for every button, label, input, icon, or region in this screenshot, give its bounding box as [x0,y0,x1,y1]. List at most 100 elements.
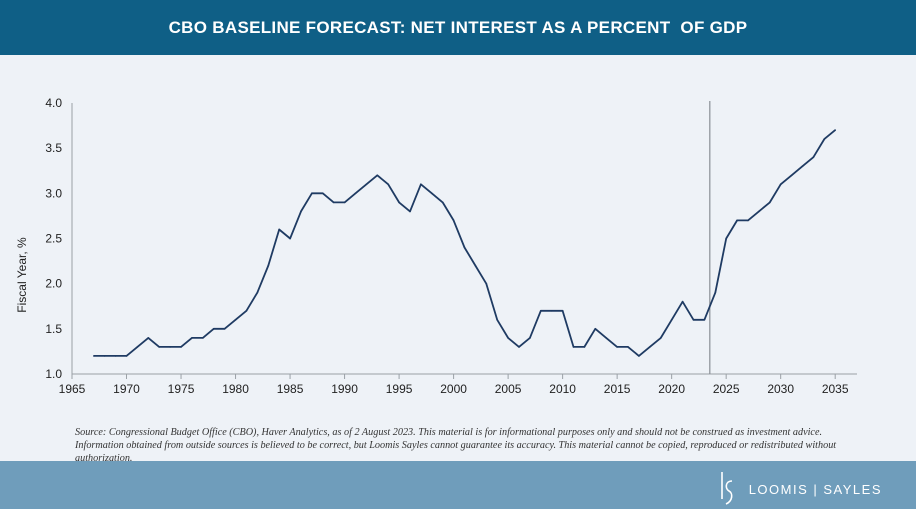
x-tick-label: 1985 [277,382,304,396]
data-point [801,165,804,168]
source-note: Source: Congressional Budget Office (CBO… [75,427,837,464]
data-point [529,337,531,339]
y-axis-label: Fiscal Year, % [15,237,29,313]
data-point [191,337,193,339]
data-point [452,219,455,222]
data-point [638,355,640,357]
data-point [430,192,433,195]
data-point [627,346,629,348]
x-tick-label: 2030 [767,382,794,396]
data-point [343,201,346,204]
data-point [332,201,335,204]
data-point [267,264,270,267]
data-points [93,129,836,357]
data-point [125,355,128,357]
data-point [540,309,542,312]
data-point [93,355,95,357]
page-title: CBO BASELINE FORECAST: NET INTEREST AS A… [168,17,748,37]
data-point [779,183,782,186]
data-point [311,192,313,195]
ls-logo-icon [720,472,733,505]
data-point [583,346,586,348]
x-axis: 1965 1970 1975 1980 1985 1990 1995 2000 2005 2010… [59,374,849,396]
data-point [398,201,400,204]
data-point [747,219,749,222]
data-point [321,192,324,195]
y-tick-label: 1.5 [45,322,62,336]
x-tick-label: 1965 [59,382,86,396]
data-point [212,328,215,330]
data-point [812,156,815,158]
x-tick-label: 2015 [604,382,631,396]
x-tick-label: 2005 [495,382,522,396]
data-point [387,183,389,186]
x-tick-label: 2000 [440,382,467,396]
data-point [278,228,280,231]
data-point [463,246,466,249]
y-tick-label: 4.0 [45,96,62,110]
data-point [703,319,706,321]
x-tick-label: 2020 [658,382,685,396]
data-point [223,328,226,330]
data-point [114,355,117,357]
data-point [354,192,357,195]
series-line-net-interest [93,129,836,357]
data-point [202,337,204,339]
data-point [256,291,259,294]
data-point [409,210,411,213]
data-point [681,300,684,303]
brand-logo: LOOMIS | SAYLES [717,471,882,507]
x-tick-label: 1970 [113,382,140,396]
data-point [496,319,499,321]
data-point [561,309,564,312]
data-point [736,219,738,222]
y-tick-label: 3.5 [45,141,62,155]
data-point [234,319,237,321]
data-point [616,346,618,348]
x-tick-label: 1980 [222,382,249,396]
data-point [147,337,150,339]
line-chart: 1.0 1.5 2.0 2.5 3.0 3.5 4.0 1965 1970 1975 1980 19… [15,96,857,396]
data-point [670,319,673,321]
data-point [714,291,717,294]
chart-area: 1.0 1.5 2.0 2.5 3.0 3.5 4.0 1965 1970 1975 1980 19… [0,55,916,425]
footer-bar: LOOMIS | SAYLES [0,461,916,509]
x-tick-label: 1975 [168,382,195,396]
data-point [725,237,727,240]
x-tick-label: 2035 [822,382,849,396]
x-tick-label: 2010 [549,382,576,396]
data-point [365,183,368,186]
y-tick-label: 1.0 [45,367,62,381]
data-point [474,264,477,267]
data-point [605,337,608,339]
x-tick-label: 1995 [386,382,413,396]
data-point [649,346,651,348]
y-axis: 1.0 1.5 2.0 2.5 3.0 3.5 4.0 [45,96,62,381]
data-point [823,138,826,140]
y-tick-label: 2.5 [45,232,62,246]
data-point [180,346,182,348]
y-tick-label: 2.0 [45,277,62,291]
data-point [420,183,422,186]
data-point [485,282,488,285]
data-point [300,210,302,213]
data-point [158,346,161,348]
data-point [550,309,553,312]
brand-name: LOOMIS | SAYLES [748,481,882,497]
data-point [659,337,662,339]
data-point [758,210,760,213]
data-point [518,346,520,348]
data-point [768,201,771,204]
y-tick-label: 3.0 [45,186,62,200]
data-point [790,174,793,177]
x-tick-label: 2025 [713,382,740,396]
data-point [692,319,695,321]
data-point [169,346,171,348]
data-point [572,346,575,348]
data-point [834,129,836,131]
data-point [376,174,379,177]
title-banner: CBO BASELINE FORECAST: NET INTEREST AS A… [0,0,916,55]
data-point [441,201,444,204]
data-point [289,237,291,240]
data-point [245,309,248,312]
